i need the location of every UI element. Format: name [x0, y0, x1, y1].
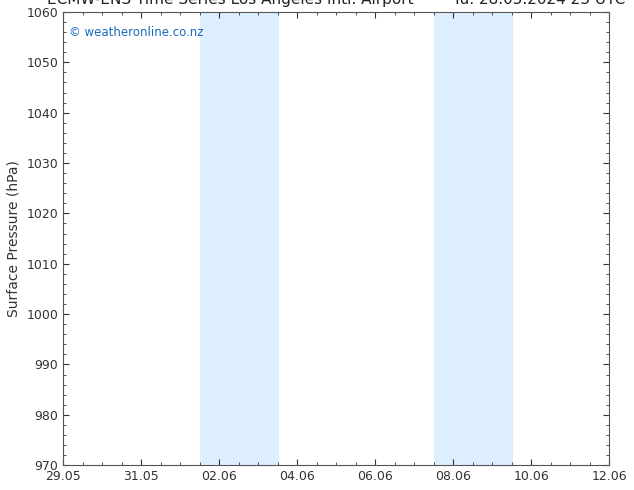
- Bar: [200, 12, 278, 465]
- Title: ECMW-ENS Time Series Los Angeles Intl. Airport        Tu. 28.05.2024 23 UTC: ECMW-ENS Time Series Los Angeles Intl. A…: [47, 0, 625, 6]
- Text: © weatheronline.co.nz: © weatheronline.co.nz: [68, 25, 203, 39]
- Bar: [434, 12, 512, 465]
- Y-axis label: Surface Pressure (hPa): Surface Pressure (hPa): [7, 160, 21, 317]
